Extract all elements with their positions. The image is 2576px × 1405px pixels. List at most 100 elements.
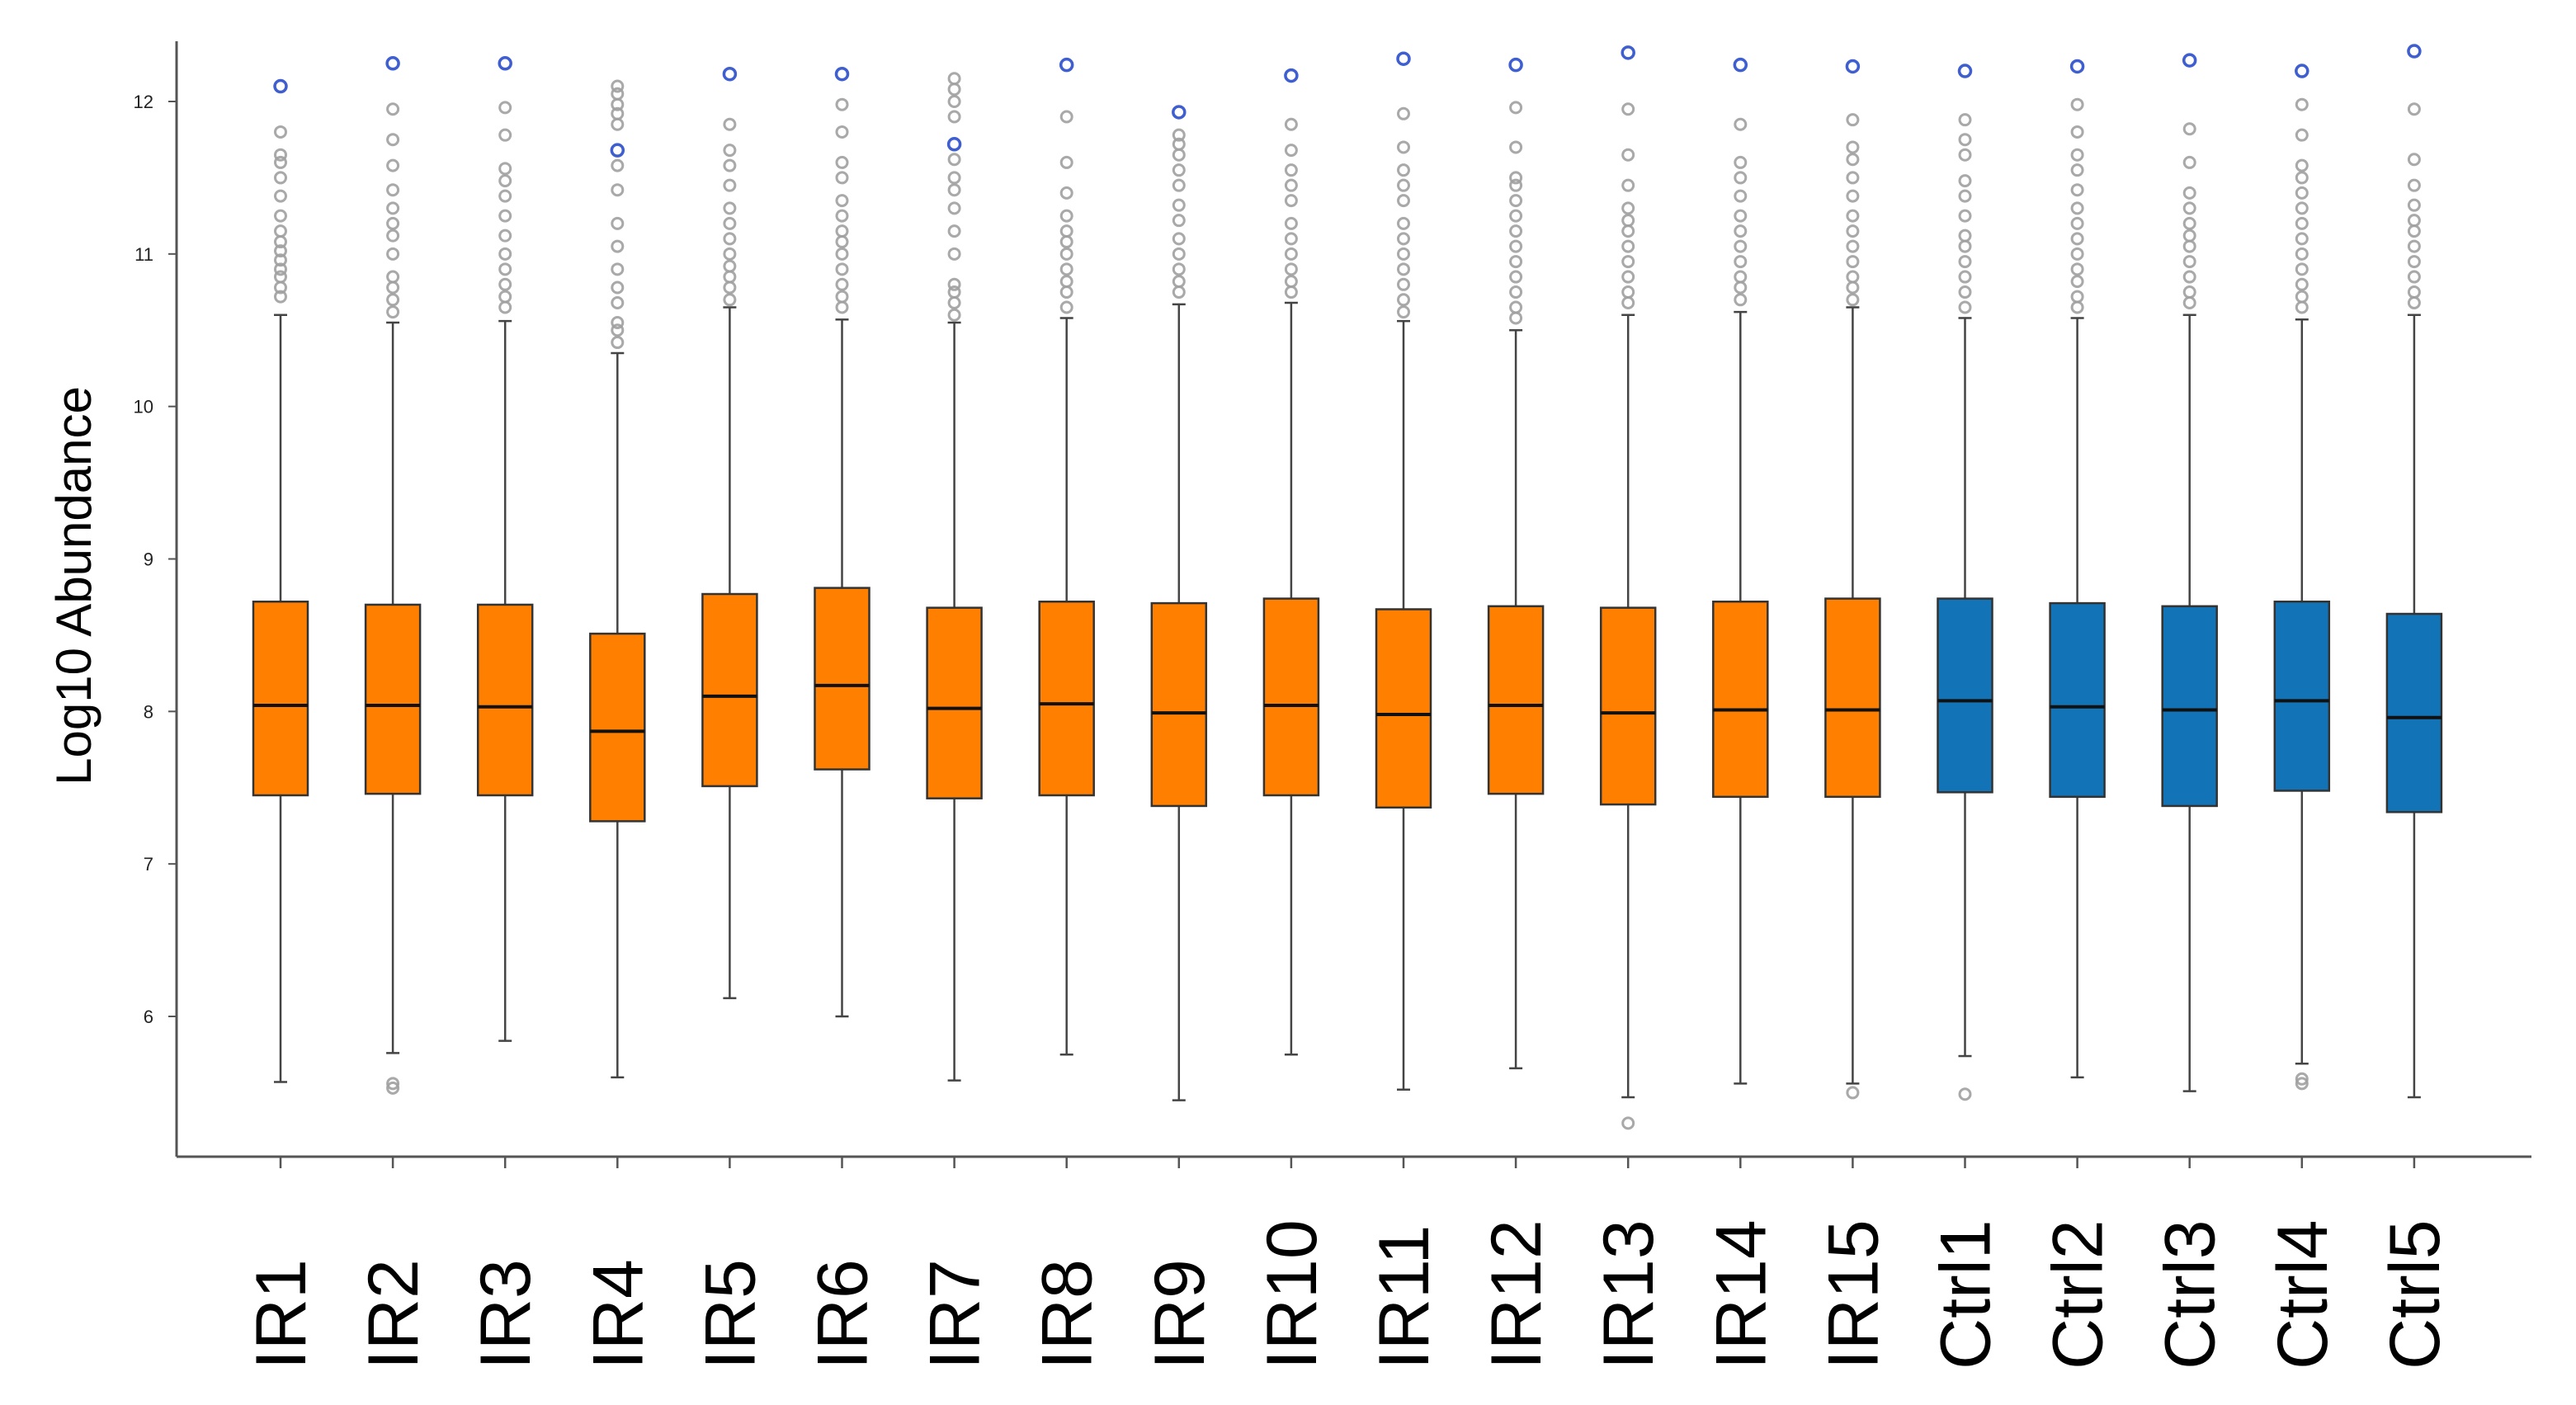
box-group-ir4 — [589, 79, 646, 1079]
outlier-point — [386, 183, 400, 197]
outlier-point — [611, 262, 625, 276]
outlier-point — [1397, 232, 1410, 246]
outlier-point — [1059, 186, 1073, 200]
outlier-point — [1172, 232, 1186, 246]
y-ticks: 6 7 8 9 10 11 12 — [134, 92, 177, 1027]
outlier-point — [611, 87, 625, 101]
outlier-point — [1397, 305, 1410, 319]
box-group-ir6 — [814, 66, 870, 1018]
box-group-ir1 — [252, 78, 309, 1083]
outlier-point — [1397, 194, 1410, 208]
box-iqr — [2049, 601, 2106, 799]
outlier-point — [1734, 255, 1748, 269]
outlier-point — [1509, 171, 1523, 185]
outlier-point — [2295, 171, 2309, 185]
outlier-point — [1734, 171, 1748, 185]
x-tick-label: IR15 — [1814, 1219, 1893, 1370]
max-outlier-point — [2069, 59, 2085, 74]
outlier-point — [2295, 201, 2309, 215]
outlier-point — [1621, 285, 1635, 299]
outlier-point — [1172, 285, 1186, 299]
box-iqr — [1038, 601, 1095, 797]
outlier-point — [1846, 255, 1860, 269]
outlier-point — [611, 336, 625, 350]
outlier-point — [2182, 201, 2196, 215]
outlier-point — [2295, 1077, 2309, 1091]
outlier-point — [947, 95, 961, 108]
max-outlier-point — [498, 56, 512, 71]
x-tick-label: Ctrl2 — [2039, 1219, 2118, 1370]
outlier-point — [947, 285, 961, 299]
outlier-point — [611, 316, 625, 330]
outlier-point — [498, 247, 512, 261]
outlier-point — [1509, 270, 1523, 284]
outlier-point — [2295, 277, 2309, 291]
outlier-point — [386, 270, 400, 284]
x-tick-label: Ctrl5 — [2375, 1219, 2455, 1370]
outlier-point — [2182, 122, 2196, 136]
outlier-point — [386, 281, 400, 295]
box-group-ir3 — [476, 56, 534, 1042]
x-tick-label: IR1 — [242, 1259, 321, 1370]
outlier-point — [835, 277, 849, 291]
outlier-point — [723, 216, 737, 230]
outlier-point — [274, 224, 287, 238]
outlier-point — [947, 72, 961, 86]
outlier-point — [611, 281, 625, 295]
outlier-point — [1509, 255, 1523, 269]
y-axis-label: Log10 Abundance — [46, 386, 101, 785]
outlier-point — [498, 128, 512, 142]
y-tick-label: 8 — [144, 701, 153, 722]
outlier-point — [947, 201, 961, 215]
outlier-point — [1172, 247, 1186, 261]
outlier-point — [1397, 293, 1410, 307]
outlier-point — [2182, 229, 2196, 243]
box-iqr — [2385, 612, 2443, 813]
x-tick-label: Ctrl1 — [1927, 1219, 2006, 1370]
box-group-ctrl2 — [2049, 59, 2106, 1079]
outlier-point — [947, 153, 961, 167]
outlier-point — [1621, 224, 1635, 238]
outlier-point — [498, 189, 512, 203]
outlier-point — [947, 224, 961, 238]
outlier-point — [1734, 281, 1748, 295]
x-tick-label: IR8 — [1028, 1259, 1107, 1370]
outlier-point — [1284, 285, 1298, 299]
outlier-point — [1621, 239, 1635, 253]
max-outlier-point — [834, 66, 850, 82]
outlier-point — [1958, 1087, 1972, 1101]
outlier-point — [1059, 224, 1073, 238]
outlier-point — [1397, 140, 1410, 154]
outlier-point — [1621, 270, 1635, 284]
outlier-point — [611, 117, 625, 131]
outlier-point — [2295, 216, 2309, 230]
x-tick-label: IR2 — [354, 1259, 433, 1370]
outlier-point — [723, 201, 737, 215]
box-group-ctrl1 — [1937, 64, 1993, 1101]
x-tick-label: IR7 — [916, 1259, 995, 1370]
x-tick-label: IR11 — [1365, 1225, 1444, 1370]
outlier-point — [1734, 239, 1748, 253]
outlier-point — [1958, 229, 1972, 243]
x-tick-label: IR10 — [1253, 1219, 1332, 1370]
max-outlier-point — [2182, 53, 2197, 68]
outlier-point — [835, 97, 849, 111]
outlier-point — [2070, 300, 2084, 314]
outlier-point — [1509, 194, 1523, 208]
outlier-point — [611, 158, 625, 172]
outlier-point — [835, 247, 849, 261]
outlier-point — [2407, 214, 2421, 228]
max-outlier-point — [1059, 57, 1074, 73]
outlier-point — [1172, 137, 1186, 151]
box-iqr — [926, 606, 983, 799]
outlier-point — [274, 155, 287, 169]
outlier-point — [611, 295, 625, 309]
outlier-point — [386, 1081, 400, 1095]
outlier-point — [498, 209, 512, 223]
outlier-point — [274, 270, 287, 284]
outlier-point — [1621, 201, 1635, 215]
x-tick-label: IR14 — [1701, 1219, 1781, 1370]
x-ticks: IR1 IR2 IR3 IR4 IR5 IR6 IR7 IR8 IR9 IR10 IR11 IR12 I… — [242, 1157, 2455, 1370]
outlier-point — [611, 79, 625, 93]
outlier-point — [2407, 153, 2421, 167]
